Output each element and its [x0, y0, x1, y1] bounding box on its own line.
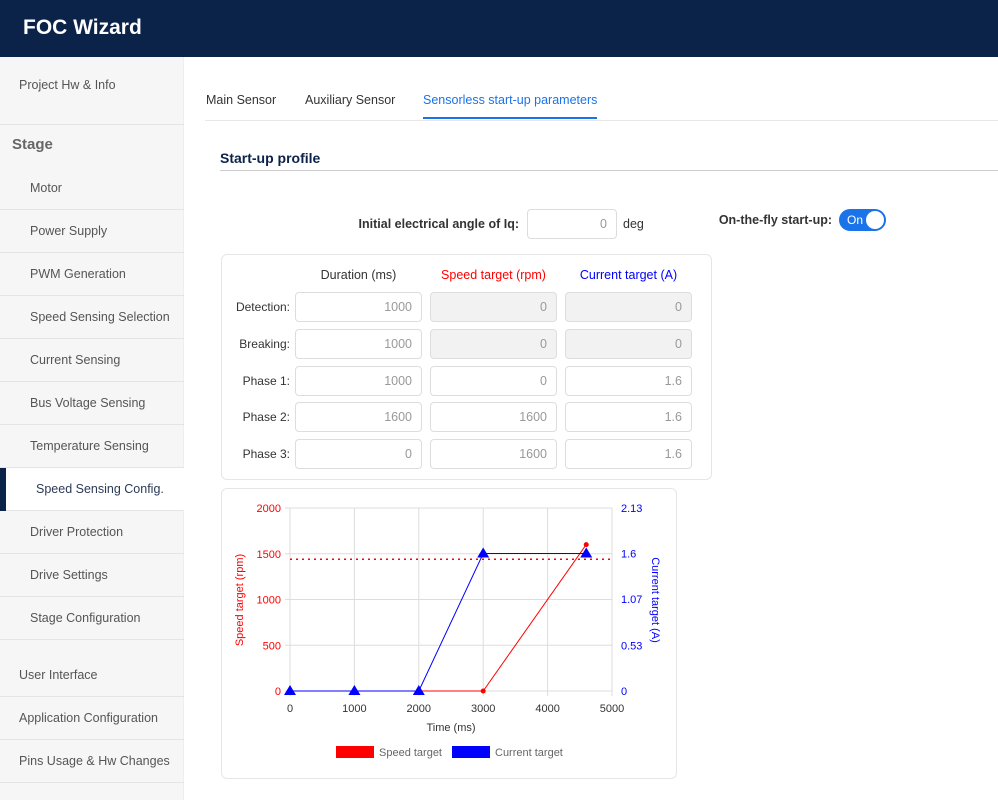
table-input[interactable]: 1.6	[565, 402, 692, 433]
current-point	[477, 547, 490, 558]
sidebar-item[interactable]: Motor	[0, 167, 184, 210]
angle-input[interactable]: 0	[527, 209, 617, 239]
row-label: Phase 1:	[242, 373, 290, 388]
sidebar-item[interactable]: Driver Protection	[0, 511, 184, 554]
section-title: Start-up profile	[220, 150, 998, 171]
table-input: 0	[430, 328, 557, 359]
table-input[interactable]: 1600	[295, 402, 422, 433]
tab-bar: Main Sensor Auxiliary Sensor Sensorless …	[205, 57, 998, 121]
row-label: Breaking:	[239, 336, 290, 351]
sidebar-item[interactable]: Current Sensing	[0, 339, 184, 382]
x-tick-label: 5000	[600, 703, 624, 715]
y-tick-label: 1500	[257, 549, 281, 561]
sidebar-item[interactable]: Temperature Sensing	[0, 425, 184, 468]
table-input[interactable]: 1000	[295, 292, 422, 322]
speed-point	[583, 542, 589, 548]
y-tick-label: 2000	[257, 503, 281, 515]
y2-tick-label: 0	[621, 686, 627, 698]
legend-label: Speed target	[379, 747, 442, 759]
tab-sensorless-startup[interactable]: Sensorless start-up parameters	[423, 93, 598, 119]
onthefly-label: On-the-fly start-up:	[718, 213, 832, 227]
row-label: Phase 2:	[242, 410, 290, 425]
x-tick-label: 1000	[342, 703, 366, 715]
sidebar-item[interactable]: Pins Usage & Hw Changes	[0, 740, 184, 783]
series-line	[290, 553, 587, 692]
table-input[interactable]: 0	[430, 365, 557, 396]
legend-swatch	[452, 746, 490, 758]
toggle-state: On	[847, 213, 864, 227]
speed-point	[480, 688, 486, 694]
app-header: FOC Wizard	[0, 0, 998, 57]
sidebar-item-project[interactable]: Project Hw & Info	[0, 57, 184, 125]
sidebar-item[interactable]: Application Configuration	[0, 697, 184, 740]
y2-tick-label: 2.13	[621, 503, 642, 515]
table-input: 0	[565, 292, 692, 322]
table-input[interactable]: 1.6	[565, 439, 692, 470]
table-input[interactable]: 1600	[430, 402, 557, 433]
sidebar-item[interactable]: Stage Configuration	[0, 597, 184, 640]
table-input[interactable]: 1000	[295, 328, 422, 359]
x-tick-label: 0	[287, 703, 293, 715]
sidebar-item[interactable]: Speed Sensing Config.	[0, 468, 184, 511]
chart-card	[221, 488, 677, 779]
sidebar-item[interactable]: PWM Generation	[0, 253, 184, 296]
table-input[interactable]: 1000	[295, 365, 422, 396]
y-tick-label: 0	[275, 686, 281, 698]
y2-axis-title: Current target (A)	[649, 557, 661, 643]
x-axis-title: Time (ms)	[426, 722, 475, 734]
table-input: 0	[565, 328, 692, 359]
table-input[interactable]: 1600	[430, 439, 557, 470]
row-label: Detection:	[235, 300, 290, 314]
sidebar-item[interactable]: Speed Sensing Selection	[0, 296, 184, 339]
current-point	[284, 685, 296, 695]
sidebar-item[interactable]: Bus Voltage Sensing	[0, 382, 184, 425]
y-tick-label: 500	[263, 640, 281, 652]
y2-tick-label: 0.53	[621, 640, 642, 652]
angle-label: Initial electrical angle of Iq:	[358, 217, 519, 231]
current-point	[412, 685, 425, 695]
x-tick-label: 3000	[471, 703, 495, 715]
angle-unit: deg	[623, 217, 644, 231]
column-header: Duration (ms)	[320, 268, 397, 282]
x-tick-label: 4000	[535, 703, 559, 715]
tab-main-sensor[interactable]: Main Sensor	[206, 93, 277, 107]
row-label: Phase 3:	[242, 447, 290, 462]
legend-swatch	[336, 746, 374, 758]
table-input: 0	[430, 292, 557, 322]
x-tick-label: 2000	[407, 703, 431, 715]
app-title: FOC Wizard	[23, 16, 142, 39]
y2-tick-label: 1.6	[621, 549, 636, 561]
series-line	[290, 544, 587, 692]
tab-auxiliary-sensor[interactable]: Auxiliary Sensor	[305, 93, 396, 107]
legend-label: Current target	[495, 747, 563, 759]
table-input[interactable]: 0	[295, 439, 422, 470]
current-point	[348, 685, 361, 695]
sidebar-item[interactable]: Power Supply	[0, 210, 184, 253]
sidebar: Project Hw & Info Stage Motor Power Suppl…	[0, 57, 184, 800]
y-tick-label: 1000	[257, 595, 281, 607]
sidebar-item[interactable]: User Interface	[0, 654, 184, 697]
sidebar-stage-heading: Stage	[12, 136, 53, 153]
onthefly-toggle[interactable]: On	[839, 209, 886, 231]
column-header: Current target (A)	[579, 268, 678, 282]
y-axis-title: Speed target (rpm)	[234, 554, 246, 646]
sidebar-item[interactable]: Drive Settings	[0, 554, 184, 597]
toggle-knob	[866, 211, 884, 229]
y2-tick-label: 1.07	[621, 594, 642, 606]
current-point	[580, 547, 593, 558]
table-input[interactable]: 1.6	[565, 365, 692, 396]
column-header: Speed target (rpm)	[441, 268, 546, 282]
